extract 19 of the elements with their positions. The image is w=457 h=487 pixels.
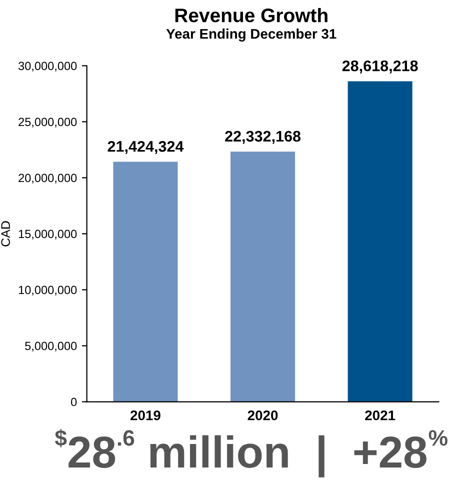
chart-subtitle: Year Ending December 31 — [166, 28, 336, 42]
y-tick-label: 5,000,000 — [25, 342, 77, 352]
y-tick-label: 15,000,000 — [18, 230, 77, 240]
data-label: 21,424,324 — [108, 141, 184, 154]
data-label: 22,332,168 — [225, 130, 301, 144]
bar — [113, 162, 178, 402]
y-axis-title: CAD — [1, 221, 10, 246]
y-tick-label: 20,000,000 — [18, 174, 77, 184]
data-label: 28,618,218 — [342, 60, 418, 74]
bar — [348, 81, 412, 402]
y-tick-label: 30,000,000 — [18, 62, 77, 72]
x-tick-label: 2020 — [248, 410, 278, 420]
y-tick-label: 0 — [71, 398, 77, 406]
y-tick-label: 25,000,000 — [18, 118, 77, 128]
y-tick-label: 10,000,000 — [18, 286, 77, 296]
x-tick-label: 2021 — [365, 410, 396, 420]
chart-title: Revenue Growth — [175, 8, 328, 22]
x-tick-label: 2019 — [130, 410, 160, 420]
bar — [230, 152, 296, 402]
